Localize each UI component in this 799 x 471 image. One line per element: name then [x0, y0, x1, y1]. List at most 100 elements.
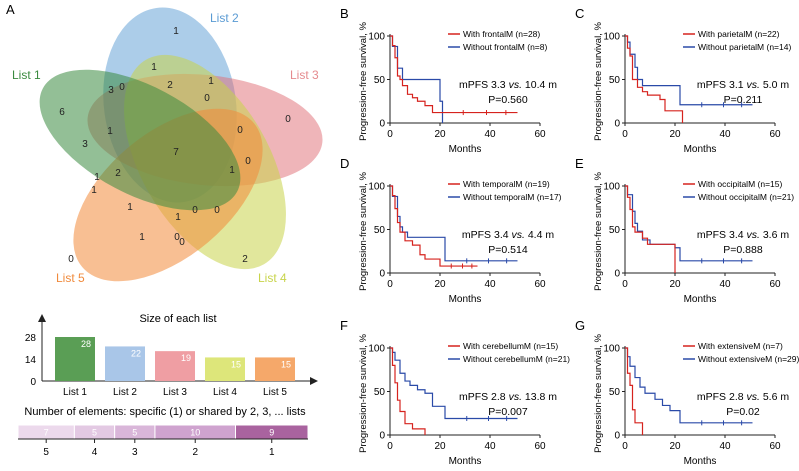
km-x-tick-label: 0: [622, 279, 628, 290]
list-size-value: 19: [181, 353, 191, 363]
shared-segment-value: 10: [190, 428, 200, 438]
km-y-tick-label: 0: [379, 119, 385, 130]
km-curve-with: [625, 35, 684, 123]
list-size-category: List 5: [263, 387, 287, 398]
km-curve-without: [625, 347, 753, 424]
list-size-category: List 3: [163, 387, 187, 398]
shared-elements-chart: Number of elements: specific (1) or shar…: [17, 406, 309, 458]
venn-region-count: 2: [115, 168, 121, 179]
km-panel-e: E Progression-free survival, % 100 50 00 20 40…: [575, 156, 794, 305]
km-x-tick-label: 20: [434, 279, 446, 290]
km-x-tick-label: 40: [484, 441, 496, 452]
km-legend-with: With temporalM (n=19): [463, 179, 550, 189]
km-legend-with: With occipitalM (n=15): [698, 179, 782, 189]
venn-ellipse-list-1: [39, 69, 241, 211]
panel-label: F: [340, 318, 348, 333]
venn-region-count: 0: [237, 125, 243, 136]
km-x-tick-label: 0: [387, 279, 393, 290]
km-x-tick-label: 20: [434, 441, 446, 452]
y-tick-label: 28: [25, 333, 37, 344]
km-y-tick-label: 100: [603, 344, 620, 355]
venn-region-count: 1: [151, 62, 157, 73]
list-size-bar: [155, 351, 195, 381]
km-y-tick-label: 100: [368, 344, 385, 355]
km-xlabel: Months: [449, 456, 482, 467]
km-mpfs: mPFS 2.8 vs. 13.8 m: [459, 391, 557, 403]
km-x-tick-label: 0: [387, 441, 393, 452]
shared-segment-value: 9: [269, 428, 274, 438]
y-tick-label: 14: [25, 355, 37, 366]
y-tick-label: 0: [30, 377, 36, 388]
km-curve-without: [390, 347, 518, 420]
km-ylabel: Progression-free survival, %: [593, 334, 604, 453]
venn-label-list-2: List 2: [210, 11, 239, 25]
venn-label-list-3: List 3: [290, 68, 319, 82]
km-y-tick-label: 0: [614, 431, 620, 442]
venn-region-count: 2: [167, 80, 173, 91]
list-size-category: List 1: [63, 387, 87, 398]
km-pvalue: P=0.514: [488, 244, 528, 256]
km-curve-without: [390, 185, 518, 262]
km-x-tick-label: 40: [719, 279, 731, 290]
venn-region-count: 0: [179, 237, 185, 248]
shared-segment-value: 7: [44, 428, 49, 438]
km-x-tick-label: 60: [534, 441, 546, 452]
list-size-bar: [205, 357, 245, 381]
km-x-tick-label: 60: [534, 129, 546, 140]
shared-by-label: 5: [43, 447, 49, 458]
list-size-chart: Size of each list 28 14 0 28 List 1 22 List…: [25, 313, 318, 398]
venn-region-count: 0: [245, 156, 251, 167]
venn-region-count: 1: [91, 185, 97, 196]
km-y-tick-label: 50: [609, 225, 621, 236]
venn-region-count: 1: [208, 76, 214, 87]
venn-region-count: 3: [82, 139, 88, 150]
km-pvalue: P=0.02: [726, 406, 760, 418]
x-axis-arrow: [310, 377, 318, 385]
venn-label-list-5: List 5: [56, 271, 85, 285]
km-legend-with: With frontalM (n=28): [463, 29, 540, 39]
venn-region-count: 1: [139, 232, 145, 243]
venn-diagram: List 1 List 2 List 3 List 4 List 5 1 1 3…: [12, 7, 323, 285]
km-x-tick-label: 20: [434, 129, 446, 140]
list-size-bar: [105, 346, 145, 381]
venn-region-count: 1: [229, 165, 235, 176]
panel-label: E: [575, 156, 584, 171]
km-x-tick-label: 60: [769, 279, 781, 290]
km-curve-without: [390, 35, 444, 123]
km-panel-f: F Progression-free survival, % 100 50 00 20 40…: [340, 318, 570, 467]
km-xlabel: Months: [684, 144, 717, 155]
km-y-tick-label: 100: [368, 32, 385, 43]
km-x-tick-label: 40: [484, 129, 496, 140]
km-legend-without: Without occipitalM (n=21): [698, 192, 794, 202]
list-size-bar: [255, 357, 295, 381]
km-y-tick-label: 0: [614, 269, 620, 280]
km-mpfs: mPFS 2.8 vs. 5.6 m: [697, 391, 789, 403]
km-legend-with: With parietalM (n=22): [698, 29, 780, 39]
km-xlabel: Months: [684, 294, 717, 305]
km-y-tick-label: 50: [609, 387, 621, 398]
km-y-tick-label: 100: [603, 182, 620, 193]
venn-region-count: 7: [173, 147, 179, 158]
km-ylabel: Progression-free survival, %: [593, 22, 604, 141]
panel-label: B: [340, 6, 349, 21]
km-xlabel: Months: [684, 456, 717, 467]
venn-region-count: 1: [94, 172, 100, 183]
km-curve-with: [390, 185, 478, 267]
km-y-tick-label: 50: [609, 75, 621, 86]
km-legend-without: Without frontalM (n=8): [463, 42, 547, 52]
list-size-value: 28: [81, 339, 91, 349]
km-y-tick-label: 0: [379, 269, 385, 280]
venn-region-count: 2: [242, 254, 248, 265]
km-legend-without: Without cerebellumM (n=21): [463, 354, 570, 364]
km-x-tick-label: 40: [719, 129, 731, 140]
km-mpfs: mPFS 3.1 vs. 5.0 m: [697, 79, 789, 91]
panel-label: C: [575, 6, 584, 21]
km-x-tick-label: 40: [484, 279, 496, 290]
km-curve-with: [625, 347, 644, 435]
venn-region-count: 1: [127, 202, 133, 213]
km-panel-c: C Progression-free survival, % 100 50 00 20 40…: [575, 6, 791, 155]
shared-by-label: 2: [192, 447, 198, 458]
km-panel-d: D Progression-free survival, % 100 50 00 20 40…: [340, 156, 562, 305]
shared-segment-value: 5: [92, 428, 97, 438]
